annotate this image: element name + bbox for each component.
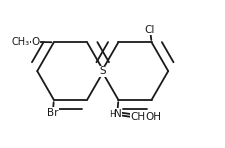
Text: N: N bbox=[113, 109, 121, 119]
Text: OH: OH bbox=[145, 112, 161, 122]
Text: Br: Br bbox=[47, 108, 59, 118]
Text: S: S bbox=[99, 66, 106, 76]
Text: CH₃: CH₃ bbox=[11, 37, 30, 47]
Text: H: H bbox=[109, 110, 116, 119]
Text: CH: CH bbox=[130, 112, 146, 122]
Text: O: O bbox=[31, 37, 39, 47]
Text: Cl: Cl bbox=[145, 25, 155, 35]
